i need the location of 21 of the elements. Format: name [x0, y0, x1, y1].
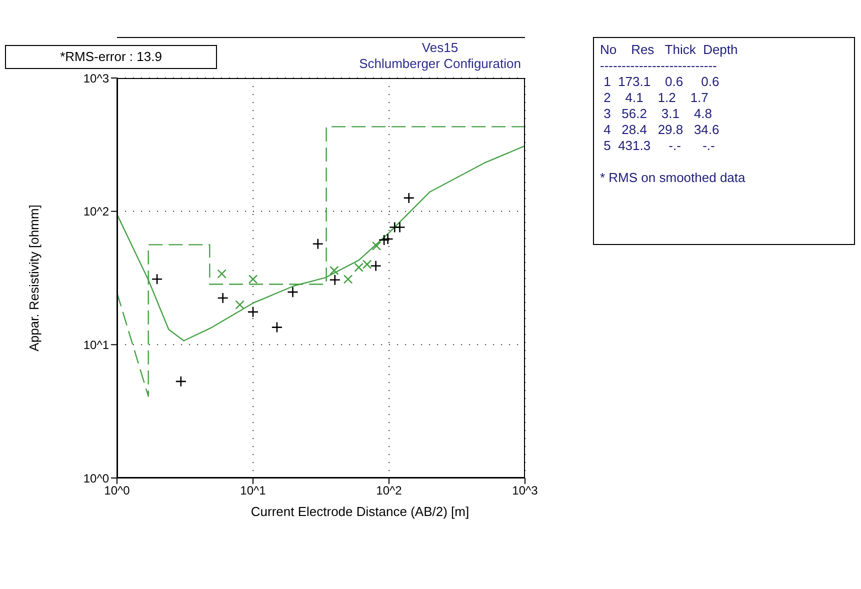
text: --------------------------- — [600, 58, 718, 74]
chart-subtitle: Schlumberger Configuration — [359, 56, 521, 71]
text: 3 56.2 3.1 4.8 — [602, 106, 714, 122]
text: *RMS-error : 13.9 — [5, 45, 217, 69]
x-tick-label: 10^1 — [240, 484, 266, 498]
text: 2 4.1 1.2 1.7 — [602, 90, 710, 106]
y-tick-label: 10^0 — [83, 471, 110, 486]
text: 4 28.4 29.8 34.6 — [602, 122, 720, 138]
chart-title: Ves15 — [422, 40, 458, 55]
text: 1 173.1 0.6 0.6 — [602, 74, 720, 90]
x-axis-title: Current Electrode Distance (AB/2) [m] — [250, 504, 470, 519]
x-tick-label: 10^2 — [376, 484, 402, 498]
text: 5 431.3 -.- -.- — [602, 138, 716, 154]
x-tick-label: 10^3 — [512, 484, 538, 498]
y-tick-label: 10^2 — [83, 204, 110, 219]
y-tick-label: 10^3 — [83, 71, 110, 86]
text: No Res Thick Depth — [600, 42, 739, 58]
y-tick-label: 10^1 — [83, 338, 110, 352]
text: * RMS on smoothed data — [600, 170, 746, 186]
x-tick-label: 10^0 — [104, 484, 130, 498]
y-axis-title: Appar. Resistivity [ohmm] — [26, 204, 42, 352]
